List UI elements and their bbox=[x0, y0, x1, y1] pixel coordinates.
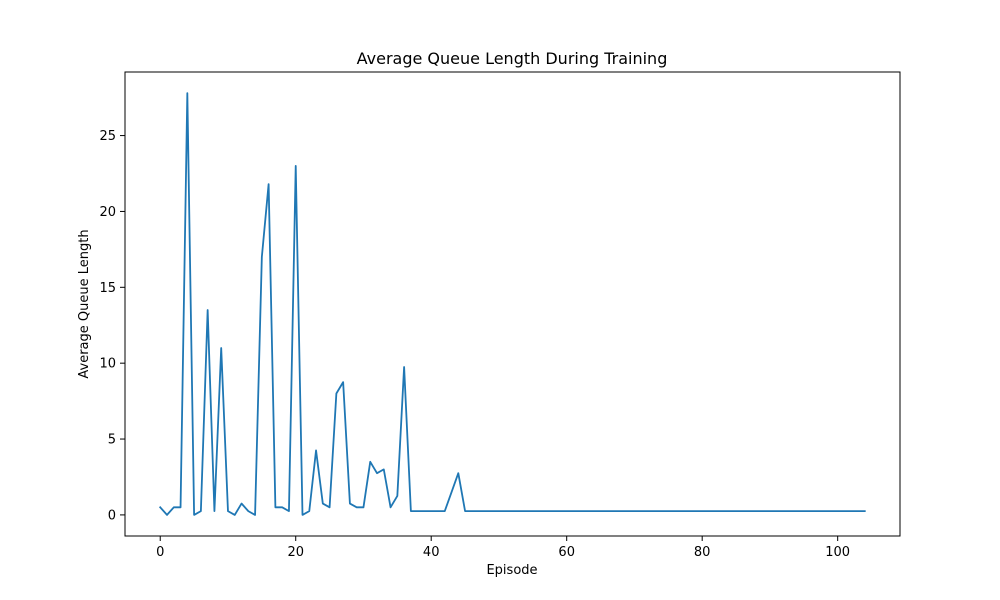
plot-frame bbox=[124, 71, 901, 537]
series-layer bbox=[158, 92, 866, 516]
x-tick-label: 0 bbox=[156, 545, 164, 560]
y-tick-label: 10 bbox=[99, 357, 116, 372]
y-tick-label: 0 bbox=[108, 508, 116, 523]
chart-title: Average Queue Length During Training bbox=[357, 49, 668, 68]
x-tick-label: 80 bbox=[694, 545, 711, 560]
x-tick-label: 20 bbox=[287, 545, 304, 560]
series-line bbox=[158, 92, 866, 516]
axis-ticks: 0 20 40 60 80 100 0 5 10 15 20 25 bbox=[99, 129, 850, 560]
y-tick-label: 5 bbox=[108, 433, 116, 448]
y-tick-label: 15 bbox=[99, 281, 116, 296]
x-tick-label: 100 bbox=[825, 545, 850, 560]
x-tick-label: 60 bbox=[558, 545, 575, 560]
y-tick-label: 25 bbox=[99, 129, 116, 144]
y-axis-label: Average Queue Length bbox=[77, 229, 92, 378]
x-tick-label: 40 bbox=[423, 545, 440, 560]
x-axis-label: Episode bbox=[486, 563, 537, 578]
y-tick-label: 20 bbox=[99, 205, 116, 220]
